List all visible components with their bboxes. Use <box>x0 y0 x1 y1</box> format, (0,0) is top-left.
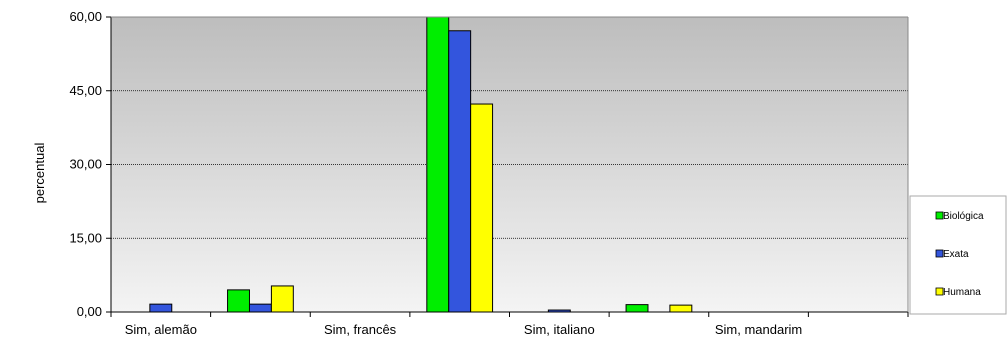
y-tick-label: 0,00 <box>77 304 102 319</box>
legend-swatch <box>935 211 944 220</box>
bar <box>426 16 450 313</box>
legend: Biológica Exata Humana <box>909 195 1007 315</box>
x-tick-label: Sim, alemão <box>125 322 197 337</box>
bars <box>149 16 693 313</box>
bar <box>248 303 272 313</box>
legend-label: Biológica <box>943 211 984 222</box>
y-tick-label: 30,00 <box>69 157 102 172</box>
legend-swatch <box>935 287 944 296</box>
bar <box>448 30 472 313</box>
bar <box>149 303 173 313</box>
y-tick-label: 15,00 <box>69 230 102 245</box>
x-tick-labels: Sim, alemão Sim, francês Sim, italiano Sim,… <box>125 322 803 337</box>
x-tick-label: Sim, italiano <box>524 322 595 337</box>
y-axis-title: percentual <box>32 143 47 204</box>
x-tick-label: Sim, mandarim <box>715 322 802 337</box>
legend-box <box>909 195 1007 315</box>
axes <box>106 16 909 317</box>
legend-swatch <box>935 249 944 258</box>
x-tick-label: Sim, francês <box>324 322 397 337</box>
y-tick-label: 45,00 <box>69 83 102 98</box>
bar <box>669 304 693 313</box>
legend-label: Humana <box>943 287 981 298</box>
legend-label: Exata <box>943 249 969 260</box>
bar <box>625 304 649 313</box>
bar <box>227 289 250 313</box>
bar <box>470 103 494 313</box>
y-tick-label: 60,00 <box>69 9 102 24</box>
y-tick-labels: 0,00 15,00 30,00 45,00 60,00 <box>69 9 102 319</box>
bar <box>270 285 294 313</box>
